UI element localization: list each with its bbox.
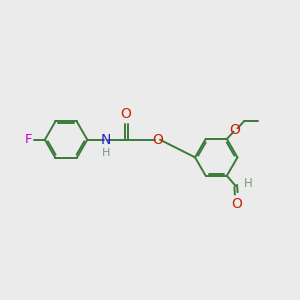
Text: H: H <box>102 148 110 158</box>
Text: O: O <box>230 123 241 137</box>
Text: O: O <box>121 107 132 122</box>
Text: H: H <box>244 177 253 190</box>
Text: O: O <box>231 197 242 211</box>
Text: N: N <box>100 133 111 147</box>
Text: F: F <box>24 133 32 146</box>
Text: O: O <box>152 133 163 147</box>
